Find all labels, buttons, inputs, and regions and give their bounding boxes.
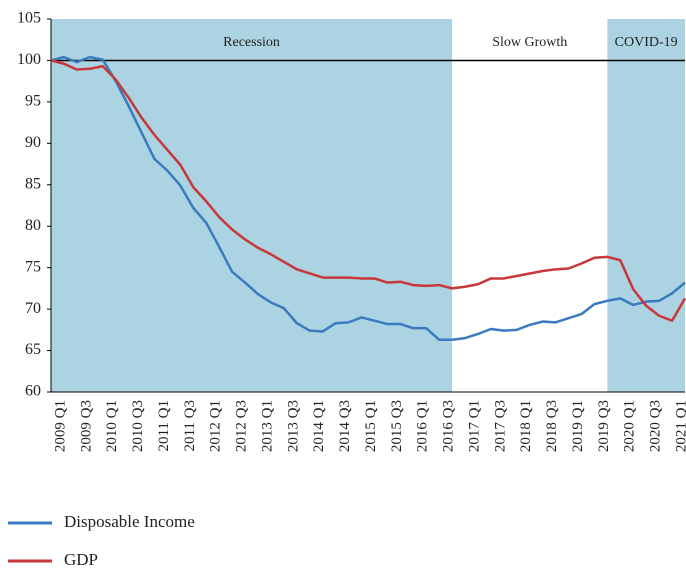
region-label: COVID-19 — [615, 35, 678, 50]
x-tick-label: 2010 Q3 — [130, 400, 146, 452]
x-tick-label: 2016 Q1 — [415, 400, 431, 452]
x-tick-label: 2017 Q3 — [492, 400, 508, 452]
x-tick-label: 2012 Q1 — [208, 400, 224, 452]
x-tick-label: 2019 Q3 — [596, 400, 612, 452]
x-tick-label: 2013 Q1 — [259, 400, 275, 452]
x-tick-label: 2018 Q1 — [518, 400, 534, 452]
y-tick-label: 60 — [25, 383, 41, 400]
x-tick-label: 2015 Q3 — [389, 400, 405, 452]
y-tick-label: 100 — [17, 51, 41, 68]
series-line — [50, 59, 686, 322]
y-tick-label: 65 — [25, 341, 41, 358]
x-tick-label: 2011 Q1 — [156, 400, 172, 452]
region — [452, 19, 608, 392]
x-tick-label: 2016 Q3 — [441, 400, 457, 452]
x-tick-label: 2009 Q3 — [78, 400, 94, 452]
y-tick-label: 105 — [17, 10, 41, 27]
x-tick-label: 2014 Q1 — [311, 400, 327, 452]
region — [607, 19, 685, 392]
y-tick-label: 95 — [25, 93, 41, 110]
x-tick-label: 2010 Q1 — [104, 400, 120, 452]
x-tick-label: 2019 Q1 — [570, 400, 586, 452]
x-tick-label: 2011 Q3 — [182, 400, 198, 452]
x-tick-label: 2020 Q3 — [648, 400, 664, 452]
y-tick-label: 75 — [25, 258, 41, 275]
x-tick-label: 2009 Q1 — [52, 400, 68, 452]
x-tick-label: 2018 Q3 — [544, 400, 560, 452]
x-tick-label: 2020 Q1 — [622, 400, 638, 452]
region-label: Recession — [223, 35, 280, 50]
legend-label: Disposable Income — [64, 512, 195, 531]
region-label: Slow Growth — [492, 35, 567, 50]
x-tick-label: 2015 Q1 — [363, 400, 379, 452]
x-tick-label: 2014 Q3 — [337, 400, 353, 452]
series-line — [50, 55, 686, 342]
legend-label: GDP — [64, 550, 98, 569]
x-tick-label: 2021 Q1 — [673, 400, 686, 452]
y-tick-label: 70 — [25, 300, 41, 317]
y-tick-label: 85 — [25, 175, 41, 192]
y-tick-label: 80 — [25, 217, 41, 234]
x-tick-label: 2012 Q3 — [234, 400, 250, 452]
x-tick-label: 2013 Q3 — [285, 400, 301, 452]
y-tick-label: 90 — [25, 134, 41, 151]
x-tick-label: 2017 Q1 — [466, 400, 482, 452]
